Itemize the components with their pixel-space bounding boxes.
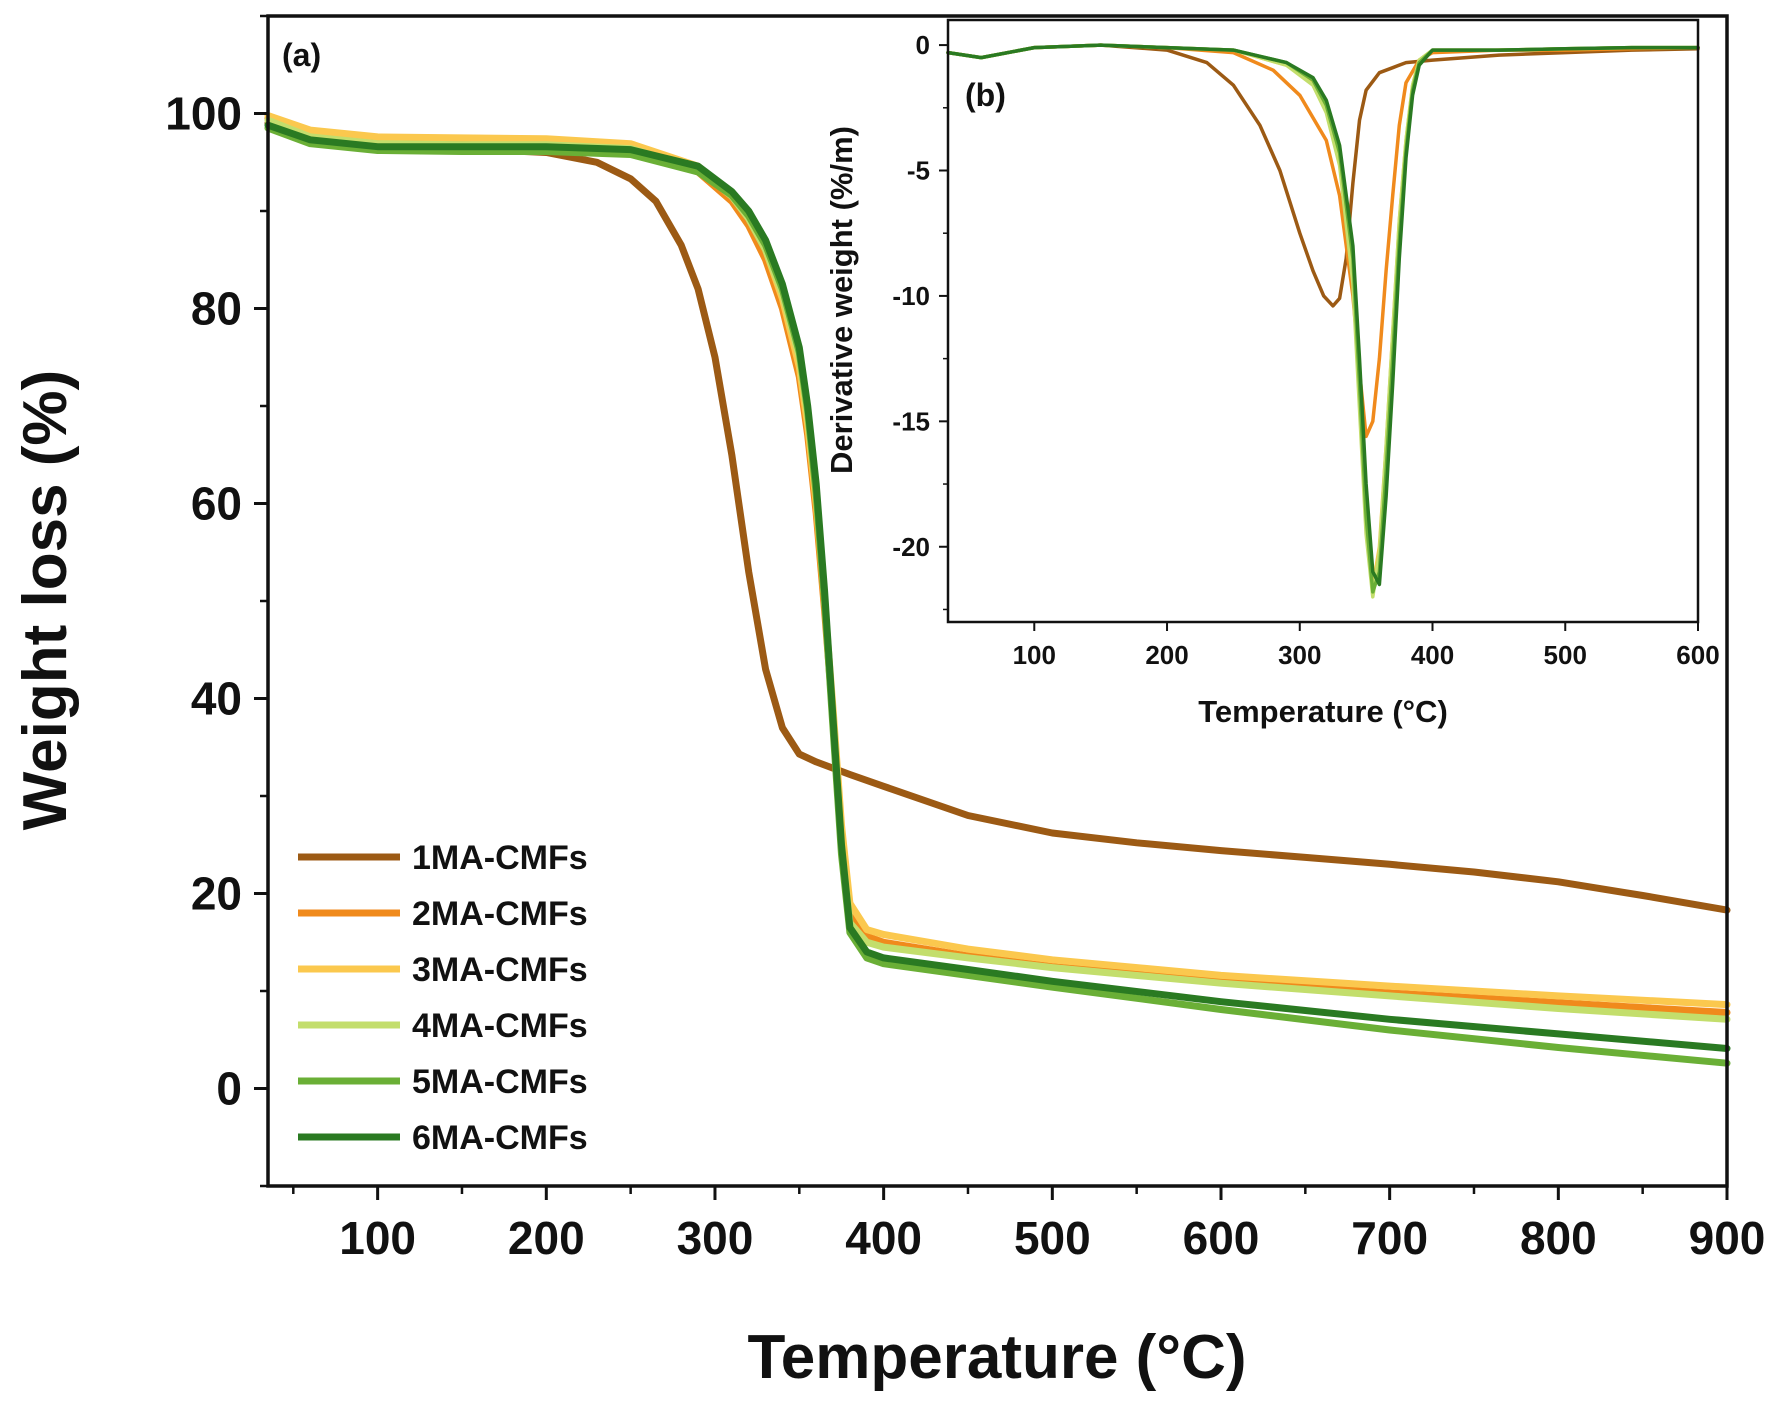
inset-x-tick-label: 600 bbox=[1676, 640, 1719, 670]
inset-x-tick-label: 500 bbox=[1544, 640, 1587, 670]
inset-plot-frame bbox=[946, 18, 1700, 624]
inset-x-tick-label: 400 bbox=[1411, 640, 1454, 670]
legend-entry-label: 2MA-CMFs bbox=[412, 895, 588, 933]
main-y-tick-label: 40 bbox=[191, 673, 242, 725]
main-series-group bbox=[264, 112, 1731, 1067]
main-y-tick-label: 0 bbox=[216, 1063, 242, 1115]
main-chart-panel: 100 200 300 400 500 600 700 800 900020406080100 … bbox=[11, 14, 1766, 1392]
inset-y-tick-label: 0 bbox=[916, 30, 930, 60]
inset-series-line-6 bbox=[946, 43, 1700, 587]
inset-chart-panel: 100 200 300 400 500 600 0 -5 -10 -15 -20 (b) Tempe… bbox=[824, 18, 1720, 729]
inset-axis-ticks: 100 200 300 400 500 600 0 -5 -10 -15 -20 bbox=[892, 30, 1719, 670]
inset-x-axis-title: Temperature (°C) bbox=[1198, 694, 1448, 729]
legend: 1MA-CMFs 2MA-CMFs 3MA-CMFs 4MA-CMFs 5MA-CMFs… bbox=[298, 839, 588, 1157]
panel-label-b: (b) bbox=[965, 77, 1006, 113]
inset-y-tick-label: -15 bbox=[892, 406, 930, 436]
inset-series-group bbox=[946, 43, 1700, 599]
main-y-tick-label: 100 bbox=[165, 88, 242, 140]
inset-y-tick-label: -20 bbox=[892, 532, 930, 562]
main-x-tick-label: 700 bbox=[1351, 1212, 1428, 1264]
main-x-tick-label: 500 bbox=[1014, 1212, 1091, 1264]
main-series-line-1 bbox=[264, 119, 1731, 914]
main-y-tick-label: 20 bbox=[191, 868, 242, 920]
main-x-tick-label: 900 bbox=[1689, 1212, 1766, 1264]
main-axis-ticks: 100 200 300 400 500 600 700 800 900 0 20 40 60 80 100 bbox=[165, 14, 1766, 1264]
inset-x-tick-label: 100 bbox=[1013, 640, 1056, 670]
inset-y-tick-label: -10 bbox=[892, 281, 930, 311]
main-x-tick-label: 600 bbox=[1183, 1212, 1260, 1264]
legend-entry-label: 3MA-CMFs bbox=[412, 951, 588, 989]
inset-background bbox=[948, 20, 1698, 622]
main-x-tick-label: 300 bbox=[677, 1212, 754, 1264]
inset-series-line-1 bbox=[946, 43, 1700, 308]
main-y-axis-title: Weight loss (%) bbox=[11, 370, 80, 830]
inset-x-tick-label: 200 bbox=[1145, 640, 1188, 670]
legend-entry-label: 6MA-CMFs bbox=[412, 1119, 588, 1157]
inset-y-tick-label: -5 bbox=[907, 156, 930, 186]
main-x-tick-label: 400 bbox=[845, 1212, 922, 1264]
main-series-line-6 bbox=[264, 121, 1731, 1052]
main-y-tick-label: 60 bbox=[191, 478, 242, 530]
main-x-tick-label: 200 bbox=[508, 1212, 585, 1264]
legend-entry-label: 1MA-CMFs bbox=[412, 839, 588, 877]
legend-entry-label: 5MA-CMFs bbox=[412, 1063, 588, 1101]
main-y-tick-label: 80 bbox=[191, 283, 242, 335]
panel-label-a: (a) bbox=[282, 37, 321, 73]
inset-x-tick-label: 300 bbox=[1278, 640, 1321, 670]
main-x-tick-label: 100 bbox=[339, 1212, 416, 1264]
main-x-axis-title: Temperature (°C) bbox=[747, 1323, 1246, 1392]
main-x-tick-label: 800 bbox=[1520, 1212, 1597, 1264]
inset-y-axis-title: Derivative weight (%/m) bbox=[824, 126, 859, 474]
legend-entry-label: 4MA-CMFs bbox=[412, 1007, 588, 1045]
